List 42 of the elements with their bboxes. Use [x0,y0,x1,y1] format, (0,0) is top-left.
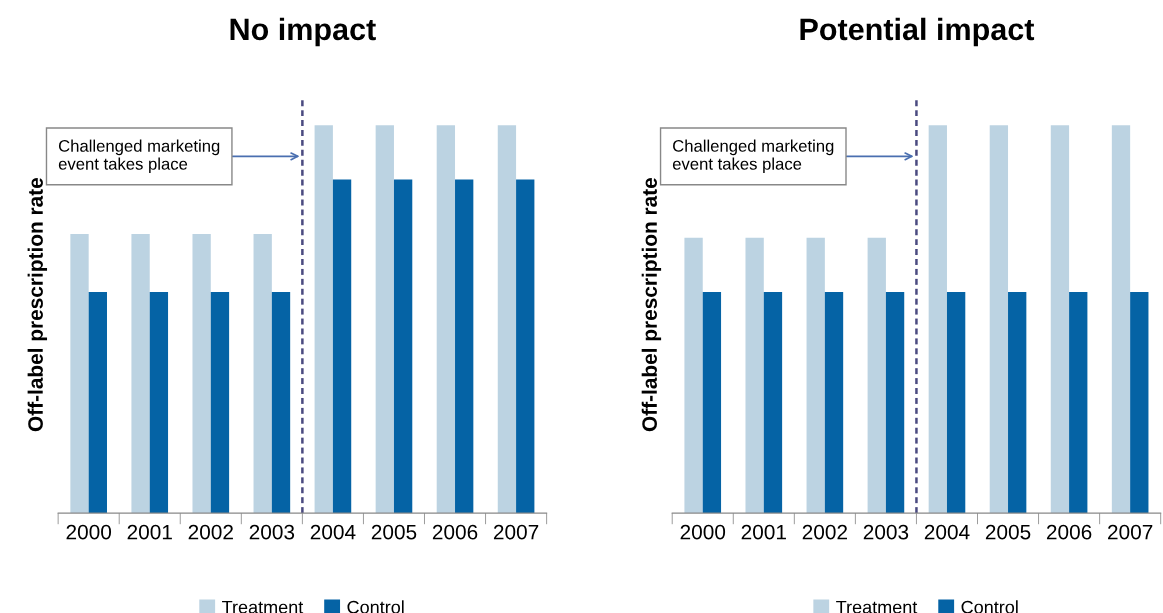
bar [88,292,107,514]
x-tick-label: 2003 [249,524,295,540]
bar [210,292,230,514]
x-tick-label: 2001 [127,524,172,540]
bar [314,125,333,514]
x-tick-label: 2006 [432,524,478,540]
legend-label: Treatment [222,600,304,613]
bar [149,292,169,514]
legend-label: Control [961,600,1018,613]
x-tick-label: 2001 [741,524,786,540]
x-tick-label: 2002 [802,524,847,540]
x-tick-label: 2007 [1108,524,1153,540]
x-tick-label: 2004 [924,524,970,540]
bar [192,233,211,514]
chart-title: No impact [230,17,376,47]
bar [436,125,456,514]
y-axis-title: Off-label prescription rate [27,178,48,432]
chart-title: Potential impact [800,17,1035,47]
x-tick-label: 2000 [680,524,726,540]
x-tick-label: 2005 [371,524,417,540]
bar [375,125,394,514]
legend-label: Control [347,600,404,613]
x-tick-label: 2003 [863,524,909,540]
bar [131,233,150,514]
legend-label: Treatment [836,600,918,613]
x-tick-label: 2006 [1046,524,1092,540]
bar [497,125,517,514]
y-axis-title: Off-label prescription rate [641,178,662,432]
bar [271,292,291,514]
bar [516,179,535,514]
x-tick-label: 2000 [66,524,112,540]
x-tick-label: 2005 [985,524,1031,540]
bar [455,179,474,514]
bar [332,179,352,514]
x-tick-label: 2007 [493,524,539,540]
annotation: Challenged marketing event takes place [672,139,834,174]
bar [70,233,89,514]
x-tick-label: 2002 [188,524,233,540]
annotation: Challenged marketing event takes place [58,139,220,174]
bar [393,179,413,514]
x-tick-label: 2004 [310,524,356,540]
bar [253,233,272,514]
